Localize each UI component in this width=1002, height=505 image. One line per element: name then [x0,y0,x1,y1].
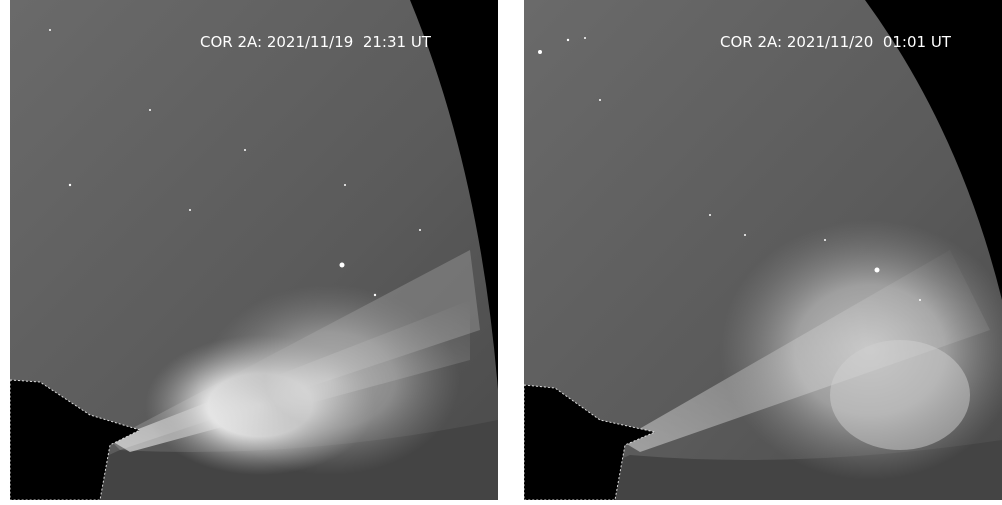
cme-front [200,285,460,475]
panel: COR 2A: 2021/11/20 01:01 UT [524,0,1002,500]
cme-core [830,340,970,450]
panel: COR 2A: 2021/11/19 21:31 UT [10,0,498,500]
stars [49,29,421,297]
stars [538,37,921,301]
cme-streaks [620,250,990,452]
occulter [524,384,657,500]
panel-label: COR 2A: 2021/11/20 01:01 UT [720,33,952,51]
panel-label: COR 2A: 2021/11/19 21:31 UT [200,33,432,51]
occulter [10,379,142,500]
